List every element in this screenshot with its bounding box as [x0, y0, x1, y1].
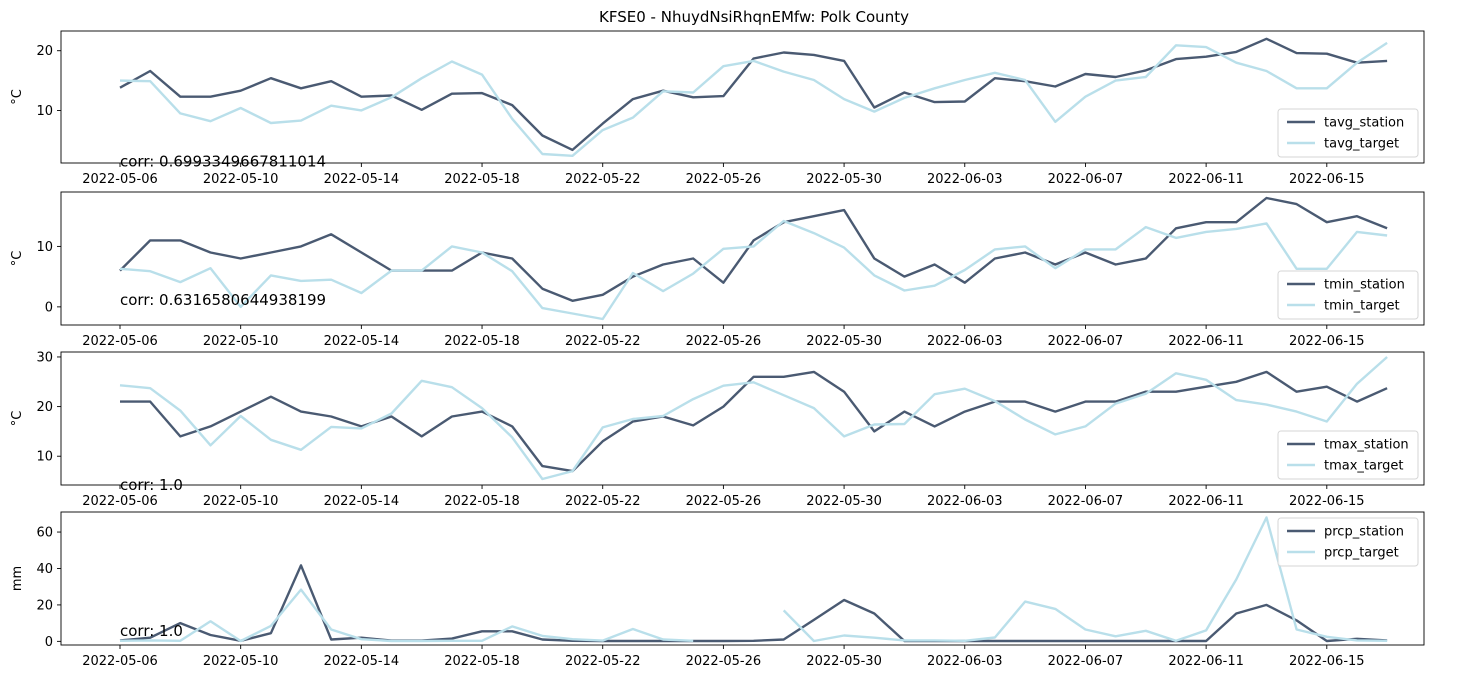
x-tick-label: 2022-06-11	[1168, 654, 1244, 669]
x-tick-label: 2022-05-18	[444, 494, 520, 509]
x-tick-label: 2022-06-15	[1289, 654, 1365, 669]
x-tick-label: 2022-05-14	[324, 172, 400, 187]
plot-frame	[60, 511, 1425, 646]
legend: tmax_station tmax_target	[1277, 430, 1419, 480]
y-tick-label: 0	[45, 300, 53, 315]
y-tick-label: 0	[45, 635, 53, 650]
x-tick-label: 2022-06-07	[1048, 494, 1124, 509]
y-tick-label: 20	[36, 598, 53, 613]
x-tick-label: 2022-05-22	[565, 654, 641, 669]
x-tick-label: 2022-05-10	[203, 494, 279, 509]
x-tick-label: 2022-05-30	[806, 172, 882, 187]
x-tick-label: 2022-05-06	[82, 334, 158, 349]
legend: prcp_station prcp_target	[1277, 517, 1419, 567]
x-tick-label: 2022-05-22	[565, 172, 641, 187]
series-line-tavg_target	[119, 41, 1388, 158]
legend-label-tmax_target: tmax_target	[1324, 459, 1403, 474]
figure-title: KFSE0 - NhuydNsiRhqnEMfw: Polk County	[599, 8, 909, 26]
series-line-prcp_target-1	[119, 588, 694, 643]
x-tick-label: 2022-05-14	[324, 654, 400, 669]
x-tick-label: 2022-05-10	[203, 334, 279, 349]
legend-label-tmax_station: tmax_station	[1324, 438, 1409, 453]
series-line-tmin_station	[119, 196, 1388, 302]
x-tick-label: 2022-06-15	[1289, 334, 1365, 349]
y-axis-label: mm	[10, 566, 25, 591]
plot-frame	[60, 351, 1425, 486]
chart-panels: 10 20 °C 2022-05-06 2022-05-10 2022-05-14 2022…	[10, 30, 1425, 669]
y-axis-label: °C	[10, 411, 25, 427]
x-tick-label: 2022-06-03	[927, 654, 1003, 669]
corr-annotation: corr: 1.0	[120, 476, 183, 494]
x-tick-label: 2022-06-03	[927, 334, 1003, 349]
x-tick-label: 2022-05-18	[444, 334, 520, 349]
x-tick-label: 2022-05-14	[324, 494, 400, 509]
x-tick-label: 2022-05-06	[82, 494, 158, 509]
x-tick-label: 2022-05-30	[806, 654, 882, 669]
x-tick-label: 2022-05-10	[203, 654, 279, 669]
x-tick-label: 2022-05-22	[565, 334, 641, 349]
chart-panel-tavg: 10 20 °C 2022-05-06 2022-05-10 2022-05-14 2022…	[10, 30, 1425, 187]
x-tick-label: 2022-06-03	[927, 172, 1003, 187]
x-tick-label: 2022-05-26	[686, 334, 762, 349]
x-tick-label: 2022-06-07	[1048, 654, 1124, 669]
x-tick-label: 2022-05-22	[565, 494, 641, 509]
chart-panel-prcp: 0 20 40 60 mm 2022-05-06 2022-05-10 2022-05-14 2…	[10, 511, 1425, 669]
x-tick-label: 2022-05-30	[806, 334, 882, 349]
corr-annotation: corr: 0.6316580644938199	[120, 291, 326, 309]
y-tick-label: 40	[36, 562, 53, 577]
series-line-prcp_target-2	[782, 516, 1388, 643]
x-tick-label: 2022-06-15	[1289, 172, 1365, 187]
y-axis-label: °C	[10, 251, 25, 267]
x-tick-label: 2022-05-06	[82, 172, 158, 187]
x-tick-label: 2022-05-26	[686, 494, 762, 509]
x-tick-label: 2022-05-10	[203, 172, 279, 187]
x-tick-label: 2022-06-15	[1289, 494, 1365, 509]
legend-label-tavg_station: tavg_station	[1324, 116, 1404, 131]
x-tick-label: 2022-06-07	[1048, 172, 1124, 187]
y-axis-label: °C	[10, 89, 25, 105]
legend-label-tavg_target: tavg_target	[1324, 137, 1399, 152]
x-tick-label: 2022-06-11	[1168, 494, 1244, 509]
corr-annotation: corr: 1.0	[120, 622, 183, 640]
legend-label-tmin_target: tmin_target	[1324, 299, 1400, 314]
x-tick-label: 2022-05-18	[444, 172, 520, 187]
x-tick-label: 2022-05-18	[444, 654, 520, 669]
legend-label-tmin_station: tmin_station	[1324, 278, 1405, 293]
y-tick-label: 10	[36, 450, 53, 465]
x-tick-label: 2022-05-30	[806, 494, 882, 509]
x-tick-label: 2022-06-11	[1168, 172, 1244, 187]
series-line-tmax_station	[120, 370, 1388, 473]
y-tick-label: 10	[36, 104, 53, 119]
x-tick-label: 2022-05-06	[82, 654, 158, 669]
legend: tavg_station tavg_target	[1277, 108, 1419, 158]
series-line-tmin_target	[119, 219, 1388, 321]
x-tick-label: 2022-06-03	[927, 494, 1003, 509]
y-tick-label: 10	[36, 240, 53, 255]
chart-panel-tmin: 0 10 °C 2022-05-06 2022-05-10 2022-05-14 2022-…	[10, 191, 1425, 349]
legend: tmin_station tmin_target	[1277, 270, 1419, 320]
y-tick-label: 20	[36, 44, 53, 59]
x-tick-label: 2022-06-11	[1168, 334, 1244, 349]
y-tick-label: 30	[36, 350, 53, 365]
series-line-tmax_target	[119, 356, 1388, 481]
series-line-tavg_station	[119, 37, 1388, 152]
x-tick-label: 2022-05-26	[686, 172, 762, 187]
x-tick-label: 2022-05-14	[324, 334, 400, 349]
plot-frame	[60, 191, 1425, 326]
chart-panel-tmax: 10 20 30 °C 2022-05-06 2022-05-10 2022-05-14 20…	[10, 350, 1425, 509]
y-tick-label: 20	[36, 400, 53, 415]
corr-annotation: corr: 0.6993349667811014	[120, 153, 326, 171]
x-tick-label: 2022-05-26	[686, 654, 762, 669]
legend-label-prcp_station: prcp_station	[1324, 525, 1404, 540]
legend-label-prcp_target: prcp_target	[1324, 546, 1399, 561]
y-tick-label: 60	[36, 526, 53, 541]
x-tick-label: 2022-06-07	[1048, 334, 1124, 349]
plot-frame	[60, 30, 1425, 164]
